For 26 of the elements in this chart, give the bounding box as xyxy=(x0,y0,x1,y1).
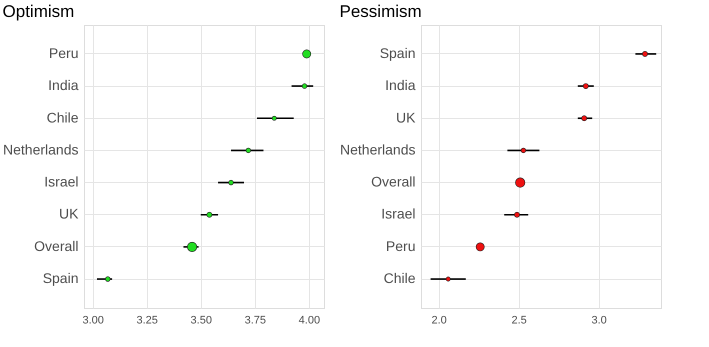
x-tick-label: 3.75 xyxy=(244,314,266,326)
x-tick-label: 3.50 xyxy=(190,314,212,326)
y-tick-label: UK xyxy=(59,206,80,222)
y-tick-label: Peru xyxy=(48,44,78,61)
y-tick-label: Overall xyxy=(371,174,416,190)
y-tick-label: India xyxy=(385,77,416,94)
y-tick-label: Overall xyxy=(34,238,78,254)
x-tick-label: 3.0 xyxy=(591,314,607,326)
y-tick-label: Spain xyxy=(42,270,78,286)
y-tick-label: Netherlands xyxy=(3,141,78,158)
x-tick-label: 3.25 xyxy=(136,314,158,326)
x-tick-label: 4.00 xyxy=(298,314,320,326)
x-tick-label: 2.5 xyxy=(511,314,527,326)
y-tick-label: Israel xyxy=(381,206,416,222)
y-tick-label: Chile xyxy=(46,109,79,126)
x-tick-label: 3.00 xyxy=(82,314,104,326)
y-tick-label: Spain xyxy=(380,44,416,61)
chart-title: Optimism xyxy=(2,2,74,21)
x-tick-label: 2.0 xyxy=(431,314,447,326)
y-tick-label: Israel xyxy=(44,174,78,190)
y-tick-label: Netherlands xyxy=(340,141,416,158)
y-tick-label: Chile xyxy=(384,270,416,286)
chart-title: Pessimism xyxy=(340,2,422,21)
y-tick-label: UK xyxy=(396,109,416,126)
y-tick-label: Peru xyxy=(386,238,416,254)
y-tick-label: India xyxy=(48,77,79,94)
